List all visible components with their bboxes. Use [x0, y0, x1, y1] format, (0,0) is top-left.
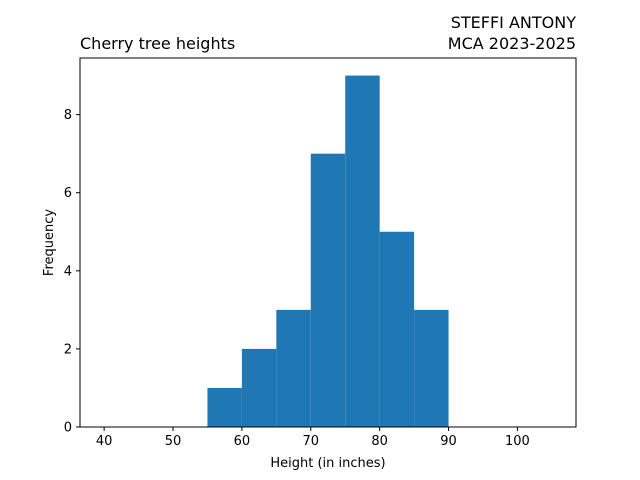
x-tick-label: 100 — [505, 434, 530, 449]
histogram-bar — [414, 309, 449, 427]
y-tick-label: 4 — [64, 264, 72, 279]
histogram-bar — [241, 348, 277, 427]
x-tick-label: 50 — [165, 434, 182, 449]
histogram-bars — [207, 75, 449, 428]
y-axis-ticks: 0 2 4 6 8 — [64, 108, 80, 436]
x-tick-label: 80 — [371, 434, 388, 449]
x-tick-label: 70 — [303, 434, 320, 449]
histogram-bar — [276, 309, 311, 427]
x-tick-label: 60 — [234, 434, 251, 449]
chart-title-right-line-2: MCA 2023-2025 — [448, 34, 576, 53]
y-tick-label: 2 — [64, 342, 72, 357]
x-tick-label: 90 — [440, 434, 457, 449]
x-tick-label: 40 — [96, 434, 113, 449]
histogram-bar — [379, 231, 415, 427]
plot-frame — [79, 57, 577, 428]
y-tick-label: 8 — [64, 108, 72, 123]
chart-title-right-line-1: STEFFI ANTONY — [451, 13, 577, 32]
histogram-bar — [207, 387, 242, 427]
y-axis-label: Frequency — [42, 209, 57, 276]
histogram-bar — [345, 75, 380, 428]
histogram-bar — [310, 153, 346, 427]
x-axis-label: Height (in inches) — [270, 456, 385, 471]
y-tick-label: 0 — [64, 421, 72, 436]
x-axis-ticks: 40 50 60 70 80 90 100 — [96, 427, 530, 449]
chart-title: Cherry tree heights — [80, 34, 235, 53]
y-tick-label: 6 — [64, 186, 72, 201]
